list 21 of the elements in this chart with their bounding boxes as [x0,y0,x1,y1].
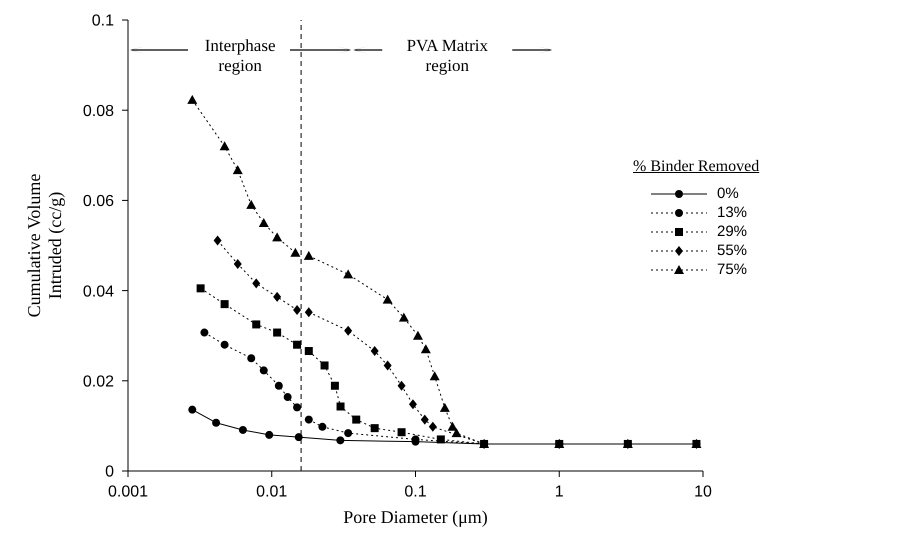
y-axis-title: Cumulative Volume Intruded (cc/g) [24,174,65,318]
x-tick-label: 0.01 [256,483,288,500]
x-tick-label: 0.001 [108,483,148,500]
legend-label: 55% [717,242,748,259]
y-tick-label: 0.02 [82,373,114,390]
legend-label: 0% [717,185,739,202]
y-tick-label: 0.06 [82,193,114,210]
legend-title: % Binder Removed [633,158,760,176]
y-tick-label: 0.08 [82,102,114,120]
legend-label: 29% [717,223,748,240]
x-tick-label: 10 [694,483,712,500]
x-tick-label: 0.1 [404,483,427,500]
annotation: Interphase region [190,36,290,76]
x-axis-title: Pore Diameter (μm) [343,507,488,527]
legend-label: 13% [717,204,748,221]
y-tick-label: 0.1 [92,12,114,30]
legend-label: 75% [717,261,748,278]
annotation: PVA Matrix region [392,36,502,76]
y-tick-label: 0.04 [82,283,114,300]
y-tick-label: 0 [105,464,114,481]
x-tick-label: 1 [554,483,564,500]
